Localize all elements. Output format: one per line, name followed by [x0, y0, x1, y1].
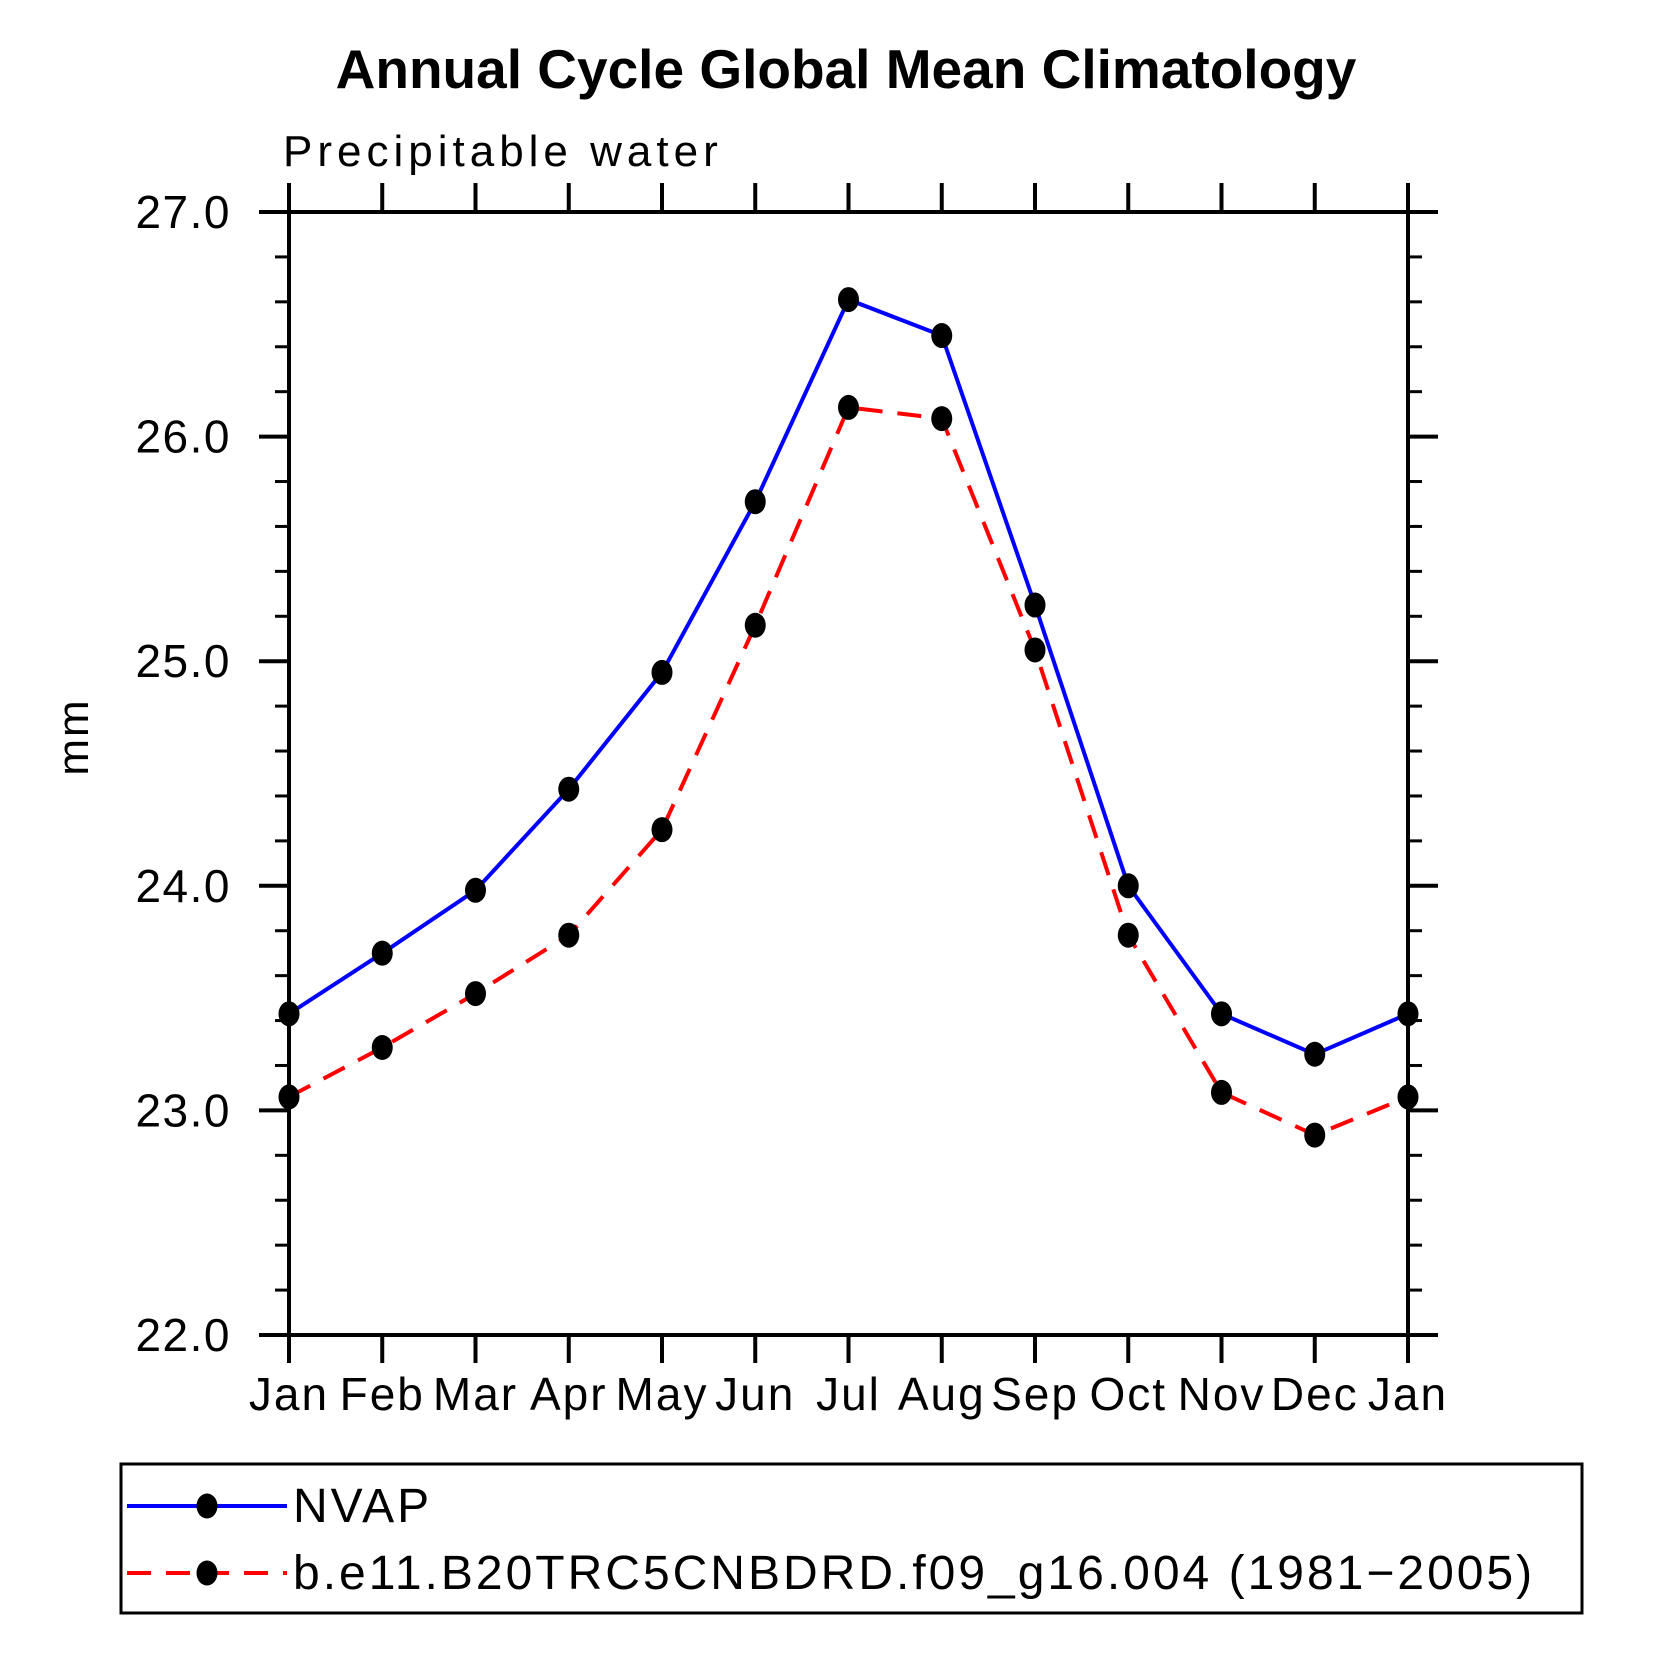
data-point-marker — [1211, 1079, 1232, 1105]
data-point-marker — [838, 394, 859, 420]
data-point-marker — [1024, 592, 1046, 618]
x-tick-label: Oct — [1089, 1368, 1167, 1420]
x-tick-label: Jan — [1368, 1368, 1448, 1420]
data-point-marker — [1117, 873, 1139, 899]
x-tick-label: Aug — [898, 1368, 986, 1420]
x-tick-label: Apr — [530, 1368, 608, 1420]
data-point-marker — [838, 287, 859, 313]
series-line-model — [288, 405, 1409, 1138]
data-point-marker — [558, 776, 580, 802]
data-point-marker — [744, 489, 766, 515]
data-point-marker — [465, 981, 486, 1007]
data-point-marker — [1211, 1001, 1232, 1027]
data-point-marker — [744, 612, 766, 638]
y-tick-label: 27.0 — [135, 186, 231, 238]
data-point-marker — [371, 1035, 393, 1061]
x-tick-label: Dec — [1271, 1368, 1359, 1420]
legend-box — [119, 1462, 1584, 1615]
legend: NVAP b.e11.B20TRC5CNBDRD.f09_g16.004 (198… — [119, 1462, 1584, 1615]
x-tick-label: Jan — [249, 1368, 329, 1420]
y-tick-label: 22.0 — [135, 1309, 231, 1361]
y-tick-label: 24.0 — [135, 860, 231, 912]
data-point-marker — [371, 940, 393, 966]
y-tick-label: 25.0 — [135, 635, 231, 687]
data-point-marker — [1304, 1041, 1326, 1067]
x-tick-label: Nov — [1178, 1368, 1266, 1420]
chart-subtitle: Precipitable water — [283, 127, 723, 176]
legend-label: NVAP — [293, 1480, 432, 1533]
data-point-marker — [465, 877, 486, 903]
data-point-marker — [1304, 1122, 1326, 1148]
x-tick-label: Feb — [340, 1368, 425, 1420]
x-tick-label: Jun — [715, 1368, 795, 1420]
data-point-marker — [931, 323, 953, 349]
data-point-marker — [1024, 637, 1046, 663]
data-point-marker — [1117, 922, 1139, 948]
y-tick-label: 26.0 — [135, 411, 231, 463]
data-point-marker — [651, 659, 673, 685]
data-point-marker — [931, 406, 953, 432]
chart-title: Annual Cycle Global Mean Climatology — [336, 38, 1357, 100]
data-point-marker — [1397, 1084, 1419, 1110]
x-tick-label: Mar — [433, 1368, 518, 1420]
legend-label: b.e11.B20TRC5CNBDRD.f09_g16.004 (1981−20… — [293, 1547, 1535, 1600]
data-point-marker — [278, 1001, 300, 1027]
data-point-marker — [651, 817, 673, 843]
series-layer — [278, 287, 1419, 1148]
x-tick-label: Sep — [991, 1368, 1079, 1420]
plot-frame — [287, 210, 1410, 1337]
y-axis-label: mm — [49, 698, 98, 775]
data-point-marker — [1397, 1001, 1419, 1027]
data-point-marker — [558, 922, 580, 948]
x-tick-label: Jul — [816, 1368, 881, 1420]
y-tick-label: 23.0 — [135, 1084, 231, 1136]
x-tick-label: May — [616, 1368, 709, 1420]
legend-marker — [196, 1560, 218, 1586]
legend-marker — [196, 1493, 218, 1519]
data-point-marker — [278, 1084, 300, 1110]
